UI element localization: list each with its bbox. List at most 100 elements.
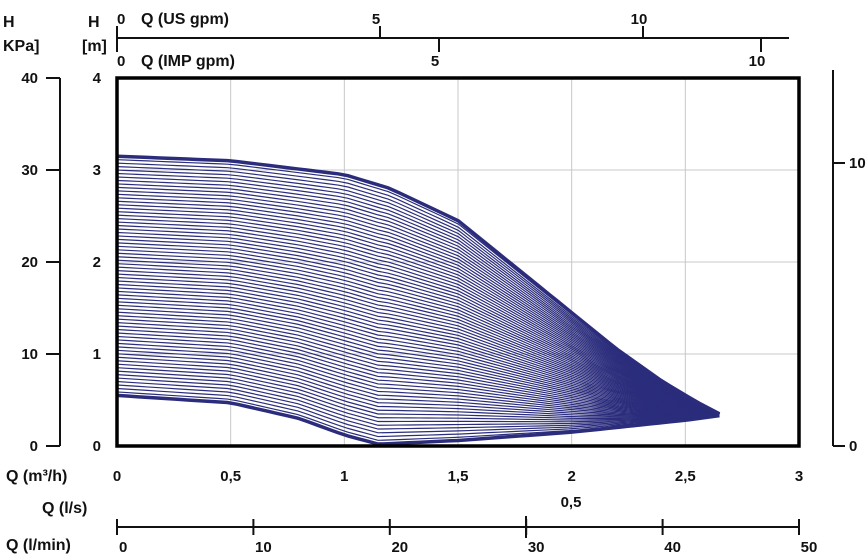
lmin-tick-label-5: 50 <box>801 539 818 556</box>
imp-gpm-ticks: 0 5 10 <box>116 38 766 70</box>
pump-curve-15 <box>116 342 720 416</box>
m3h-tick-label-5: 2,5 <box>675 468 696 485</box>
pump-curve-24 <box>116 311 720 416</box>
pump-curve-35 <box>116 273 720 416</box>
pump-curve-3 <box>116 384 720 434</box>
m3h-tick-label-6: 3 <box>795 468 803 485</box>
kpa-tick-label-2: 20 <box>21 254 38 271</box>
lmin-tick-label-2: 20 <box>391 539 408 556</box>
lmin-axis-title: Q (l/min) <box>6 537 71 554</box>
m3h-tick-label-3: 1,5 <box>448 468 469 485</box>
pump-curve-65 <box>116 169 720 415</box>
kpa-tick-label-0: 0 <box>30 438 38 455</box>
m3h-tick-label-0: 0 <box>113 468 121 485</box>
lmin-tick-label-0: 0 <box>119 539 127 556</box>
imp-gpm-tick-label-0: 0 <box>117 53 125 70</box>
right-axis-label-0: 0 <box>849 438 857 455</box>
us-gpm-tick-label-0: 0 <box>117 11 125 28</box>
pump-curve-52 <box>116 214 720 415</box>
pump-curve-36 <box>116 270 720 416</box>
pump-curve-54 <box>116 207 720 415</box>
ls-axis-title: Q (l/s) <box>42 500 87 517</box>
pump-curve-2 <box>116 387 720 438</box>
pump-curve-6 <box>116 374 720 423</box>
us-gpm-tick-label-2: 10 <box>631 11 648 28</box>
pump-curve-7 <box>116 370 720 421</box>
m3h-tick-label-1: 0,5 <box>220 468 241 485</box>
pump-curve-18 <box>116 332 720 416</box>
pump-curve-66 <box>116 166 720 415</box>
m-tick-label-2: 2 <box>93 254 101 271</box>
m-axis-title-1: H <box>88 14 100 31</box>
imp-gpm-axis-title: Q (IMP gpm) <box>141 53 235 70</box>
pump-curve-1 <box>116 391 720 441</box>
m-tick-label-0: 0 <box>93 438 101 455</box>
pump-curve-19 <box>116 328 720 416</box>
kpa-tick-label-4: 40 <box>21 70 38 87</box>
pump-curve-8 <box>116 367 720 419</box>
kpa-tick-label-3: 30 <box>21 162 38 179</box>
pump-curve-23 <box>116 315 720 416</box>
pump-curve-49 <box>116 224 720 415</box>
lmin-tick-label-3: 30 <box>528 539 545 556</box>
pump-curve-58 <box>116 193 720 415</box>
pump-curve-41 <box>116 252 720 416</box>
lmin-tick-label-1: 10 <box>255 539 272 556</box>
pump-curve-20 <box>116 325 720 416</box>
m3h-tick-label-4: 2 <box>567 468 575 485</box>
pump-curve-26 <box>116 304 720 416</box>
ls-tick-label-0-5: 0,5 <box>561 494 582 511</box>
pump-curve-22 <box>116 318 720 416</box>
imp-gpm-tick-label-2: 10 <box>749 53 766 70</box>
right-axis-label-10: 10 <box>849 155 866 172</box>
m-tick-label-1: 1 <box>93 346 101 363</box>
pump-curve-9 <box>116 363 720 418</box>
m3h-axis-title: Q (m³/h) <box>6 468 67 485</box>
pump-curve-61 <box>116 183 720 415</box>
pump-curve-4 <box>116 380 720 430</box>
lmin-tick-label-4: 40 <box>664 539 681 556</box>
pump-curves <box>116 154 721 446</box>
pump-curve-31 <box>116 287 720 416</box>
pump-curve-34 <box>116 276 720 416</box>
pump-curve-53 <box>116 211 720 415</box>
pump-curve-29 <box>116 294 720 416</box>
m3h-ticks: 0 0,5 1 1,5 2 2,5 3 <box>113 468 803 485</box>
pump-curve-13 <box>116 349 720 417</box>
pump-curve-40 <box>116 256 720 416</box>
pump-curve-48 <box>116 228 720 415</box>
pump-curve-14 <box>116 346 720 416</box>
pump-curve-33 <box>116 280 720 416</box>
pump-curve-47 <box>116 231 720 415</box>
pump-curve-37 <box>116 266 720 416</box>
pump-curve-55 <box>116 204 720 415</box>
pump-curve-46 <box>116 235 720 415</box>
kpa-tick-label-1: 10 <box>21 346 38 363</box>
pump-curve-62 <box>116 179 720 415</box>
pump-curve-16 <box>116 339 720 416</box>
pump-curve-32 <box>116 283 720 416</box>
imp-gpm-tick-label-1: 5 <box>431 53 439 70</box>
pump-curve-69 <box>116 154 721 416</box>
us-gpm-axis-title: Q (US gpm) <box>141 11 229 28</box>
m-tick-label-3: 3 <box>93 162 101 179</box>
pump-curve-44 <box>116 242 720 416</box>
m-axis-title-2: [m] <box>82 38 107 55</box>
pump-curve-0 <box>116 393 720 446</box>
m-ticks: 0 1 2 3 4 <box>93 70 102 455</box>
pump-curve-57 <box>116 197 720 415</box>
pump-curve-27 <box>116 301 720 416</box>
plot-frame <box>115 76 801 448</box>
pump-curve-39 <box>116 259 720 416</box>
pump-curve-30 <box>116 290 720 416</box>
pump-curve-50 <box>116 221 720 415</box>
pump-curve-64 <box>116 172 720 415</box>
pump-curve-17 <box>116 335 720 416</box>
pump-curve-21 <box>116 322 720 416</box>
pump-curve-56 <box>116 200 720 415</box>
pump-curve-59 <box>116 190 720 415</box>
pump-curve-11 <box>116 356 720 417</box>
pump-curve-60 <box>116 186 720 415</box>
m-tick-label-4: 4 <box>93 70 102 87</box>
pump-curve-38 <box>116 263 720 416</box>
